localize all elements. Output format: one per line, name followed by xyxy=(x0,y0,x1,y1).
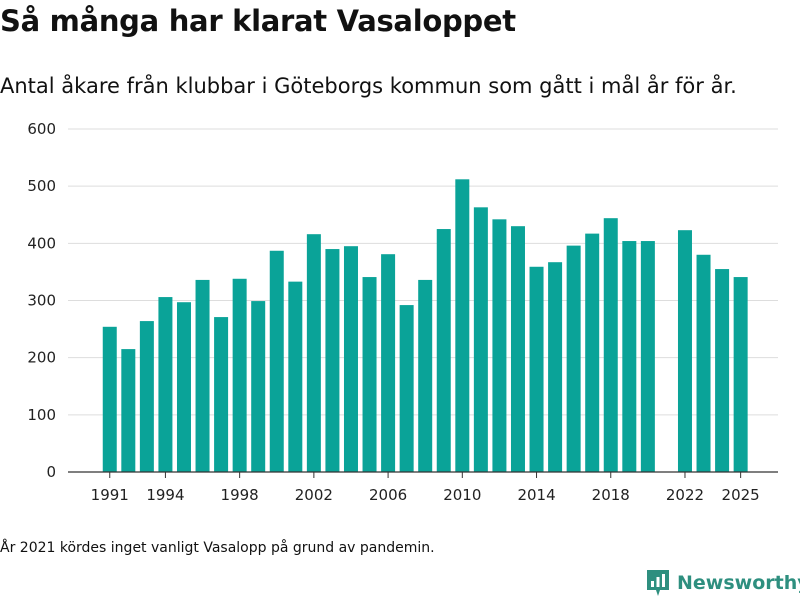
bar xyxy=(455,179,470,472)
bar xyxy=(121,349,136,472)
y-tick-label: 500 xyxy=(27,177,56,195)
x-tick-label: 2006 xyxy=(369,486,407,504)
bar xyxy=(677,230,692,472)
bar xyxy=(381,254,396,472)
bar xyxy=(214,317,229,472)
newsworthy-logo-icon xyxy=(647,570,669,596)
bar xyxy=(585,233,600,472)
bar xyxy=(195,279,210,472)
bar xyxy=(566,245,581,472)
chart-subtitle: Antal åkare från klubbar i Göteborgs kom… xyxy=(0,74,737,98)
bar xyxy=(492,219,507,472)
x-tick-label: 1998 xyxy=(221,486,259,504)
x-tick-label: 1991 xyxy=(91,486,129,504)
bar xyxy=(176,302,191,472)
bar xyxy=(269,250,284,472)
bar xyxy=(640,241,655,472)
bar xyxy=(343,246,358,472)
bar xyxy=(715,269,730,472)
bar xyxy=(696,254,711,472)
y-tick-label: 400 xyxy=(27,234,56,252)
bar xyxy=(232,278,247,472)
brand-label: Newsworthy xyxy=(677,572,800,594)
y-tick-label: 300 xyxy=(27,292,56,310)
bar xyxy=(510,226,525,472)
x-tick-label: 2014 xyxy=(517,486,555,504)
bar xyxy=(548,262,563,472)
x-tick-label: 2018 xyxy=(592,486,630,504)
bar xyxy=(139,321,154,472)
bar xyxy=(306,234,321,472)
bar xyxy=(325,249,340,472)
x-tick-label: 2022 xyxy=(666,486,704,504)
bar xyxy=(158,297,173,472)
footnote: År 2021 kördes inget vanligt Vasalopp på… xyxy=(0,540,435,556)
bar xyxy=(436,229,451,472)
x-tick-label: 2010 xyxy=(443,486,481,504)
bar xyxy=(622,241,637,472)
bar xyxy=(603,218,618,472)
bar xyxy=(473,207,488,472)
y-tick-label: 200 xyxy=(27,349,56,367)
bar xyxy=(251,301,266,472)
y-tick-label: 0 xyxy=(46,463,56,481)
x-tick-label: 2002 xyxy=(295,486,333,504)
bar xyxy=(418,279,433,472)
bar xyxy=(362,277,377,472)
chart-title: Så många har klarat Vasaloppet xyxy=(0,4,516,38)
y-tick-label: 100 xyxy=(27,406,56,424)
bar xyxy=(529,266,544,472)
bar xyxy=(399,305,414,472)
bar xyxy=(733,277,748,472)
bar xyxy=(102,326,117,472)
bar xyxy=(288,281,303,472)
brand[interactable]: Newsworthy xyxy=(645,568,800,598)
y-tick-label: 600 xyxy=(27,120,56,138)
x-tick-label: 1994 xyxy=(146,486,184,504)
x-tick-label: 2025 xyxy=(722,486,760,504)
